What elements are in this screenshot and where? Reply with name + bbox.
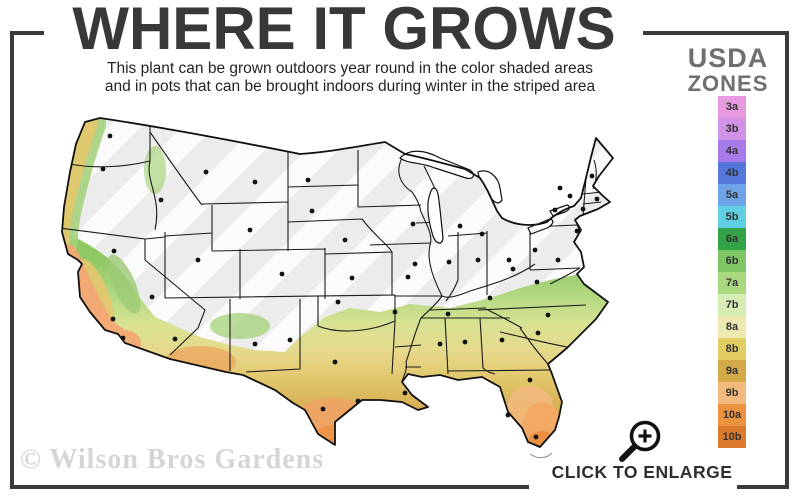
page-title: WHERE IT GROWS [72,0,616,62]
us-outline [61,117,614,448]
zone-chip-5b: 5b [718,206,746,228]
state-borders [62,120,603,383]
zone-chip-6b: 6b [718,250,746,272]
magnifier-zoom-icon[interactable] [610,413,664,465]
watermark: © Wilson Bros Gardens [20,444,325,475]
zone-chip-3b: 3b [718,118,746,140]
zone-chip-8b: 8b [718,338,746,360]
frame-bottom-right-segment [737,485,789,489]
zone-chip-9a: 9a [718,360,746,382]
zone-chip-7b: 7b [718,294,746,316]
frame-bottom-left-segment [10,485,529,489]
legend-title: USDA ZONES [666,44,790,95]
usda-zone-map[interactable] [50,112,670,472]
page-subtitle: This plant can be grown outdoors year ro… [28,60,672,96]
zone-chip-8a: 8a [718,316,746,338]
frame-top-right-segment [643,31,789,35]
subtitle-line-1: This plant can be grown outdoors year ro… [107,60,593,77]
zone-chip-9b: 9b [718,382,746,404]
frame-top-left-segment [10,31,44,35]
zone-chip-4b: 4b [718,162,746,184]
zone-chip-6a: 6a [718,228,746,250]
zone-chip-4a: 4a [718,140,746,162]
legend-title-line-2: ZONES [687,71,769,96]
zone-chip-10a: 10a [718,404,746,426]
zone-chip-7a: 7a [718,272,746,294]
click-to-enlarge-button[interactable]: CLICK TO ENLARGE [551,462,733,482]
zone-chip-5a: 5a [718,184,746,206]
frame-right-edge [785,31,789,489]
frame-left-edge [10,31,14,489]
city-dots [100,133,600,440]
great-lakes [399,150,571,244]
legend-title-line-1: USDA [687,43,769,73]
subtitle-line-2: and in pots that can be brought indoors … [104,78,596,95]
zone-chip-3a: 3a [718,96,746,118]
florida-keys [529,452,553,459]
zone-chip-10b: 10b [718,426,746,448]
zone-legend: 3a 3b 4a 4b 5a 5b 6a 6b 7a 7b 8a 8b 9a 9b 10a 10b [718,96,746,448]
